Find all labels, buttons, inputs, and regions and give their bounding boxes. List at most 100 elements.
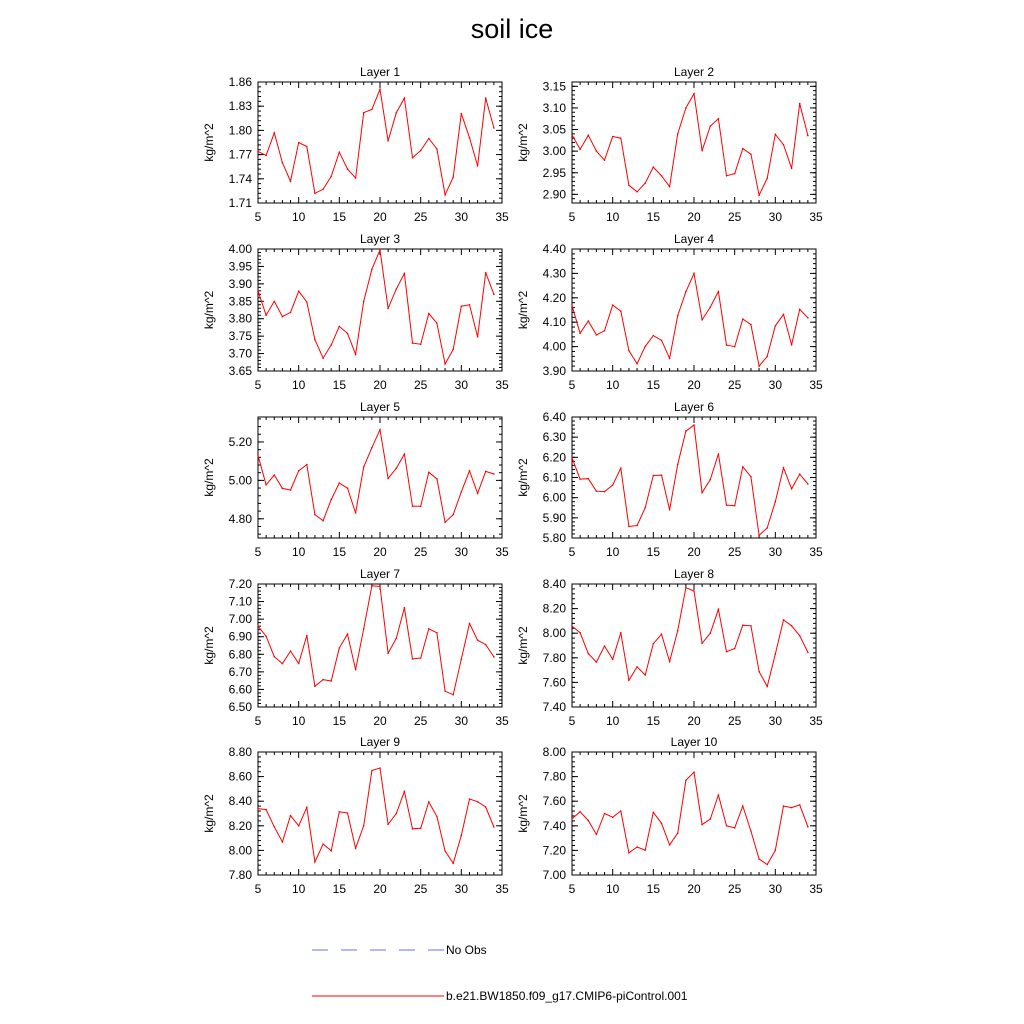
data-point bbox=[579, 332, 581, 335]
x-tick-label: 10 bbox=[606, 882, 620, 896]
data-point bbox=[493, 293, 495, 296]
data-point bbox=[725, 650, 728, 653]
panel-title: Layer 5 bbox=[360, 400, 400, 414]
y-tick-label: 8.40 bbox=[229, 794, 253, 808]
y-tick-label: 1.83 bbox=[229, 99, 253, 113]
data-point bbox=[387, 823, 389, 826]
x-tick-label: 35 bbox=[809, 714, 823, 728]
data-point bbox=[379, 88, 381, 91]
data-point bbox=[628, 349, 630, 352]
data-point bbox=[338, 325, 341, 328]
data-point bbox=[774, 133, 777, 136]
data-point bbox=[782, 467, 785, 469]
data-point bbox=[668, 509, 671, 511]
y-axis-label: kg/m^2 bbox=[202, 291, 216, 330]
data-point bbox=[620, 631, 622, 634]
data-point bbox=[460, 112, 463, 115]
data-point bbox=[709, 306, 712, 308]
data-point bbox=[701, 642, 703, 645]
data-point bbox=[387, 140, 389, 142]
data-point bbox=[595, 833, 598, 836]
data-point bbox=[782, 313, 785, 316]
data-point bbox=[322, 843, 324, 845]
data-point bbox=[782, 143, 785, 146]
y-axis-label: kg/m^2 bbox=[202, 626, 216, 665]
data-point bbox=[709, 632, 712, 634]
y-tick-label: 4.00 bbox=[543, 340, 567, 354]
data-point bbox=[444, 521, 446, 524]
y-tick-label: 8.00 bbox=[229, 843, 253, 857]
x-tick-label: 30 bbox=[769, 210, 783, 224]
data-point bbox=[676, 832, 679, 834]
panel-title: Layer 2 bbox=[674, 65, 714, 79]
data-point bbox=[403, 790, 406, 793]
data-point bbox=[685, 290, 687, 293]
y-tick-label: 3.65 bbox=[229, 364, 253, 378]
x-tick-label: 5 bbox=[255, 210, 262, 224]
y-tick-label: 5.80 bbox=[543, 531, 567, 545]
data-point bbox=[725, 825, 728, 827]
x-tick-label: 15 bbox=[647, 714, 661, 728]
data-point bbox=[644, 674, 646, 676]
data-point bbox=[758, 194, 760, 196]
data-point bbox=[628, 852, 630, 854]
data-point bbox=[595, 490, 598, 493]
data-point bbox=[452, 348, 455, 351]
data-point bbox=[628, 525, 630, 528]
data-point bbox=[636, 666, 638, 668]
y-tick-label: 7.20 bbox=[229, 577, 253, 591]
data-point bbox=[484, 470, 487, 473]
data-point bbox=[371, 585, 373, 587]
data-point bbox=[717, 608, 720, 611]
figure-title: soil ice bbox=[470, 14, 554, 44]
data-point bbox=[603, 490, 606, 493]
data-point bbox=[668, 185, 671, 188]
x-tick-label: 15 bbox=[647, 378, 661, 392]
y-axis-label: kg/m^2 bbox=[516, 626, 530, 665]
data-point bbox=[314, 685, 316, 688]
y-tick-label: 1.86 bbox=[229, 75, 253, 89]
plot-frame bbox=[257, 248, 503, 372]
data-point bbox=[281, 841, 284, 843]
data-point bbox=[468, 136, 471, 139]
data-point bbox=[652, 642, 655, 645]
data-point bbox=[379, 585, 381, 588]
data-point bbox=[758, 858, 760, 860]
data-point bbox=[484, 643, 487, 646]
data-point bbox=[603, 329, 606, 332]
panel-layer-5: Layer 5 5 10 15 20 25 30 35 4.80 5.00 5.20 kg/m^2 bbox=[202, 400, 509, 559]
y-tick-label: 3.90 bbox=[229, 277, 253, 291]
data-point bbox=[257, 150, 259, 153]
data-point bbox=[428, 628, 430, 630]
data-point bbox=[774, 653, 777, 655]
data-point bbox=[620, 810, 622, 812]
data-point bbox=[265, 154, 267, 157]
data-point bbox=[436, 632, 438, 634]
data-point bbox=[338, 151, 341, 153]
data-point bbox=[579, 810, 581, 813]
data-point bbox=[297, 662, 300, 665]
series-line bbox=[257, 248, 495, 366]
data-point bbox=[289, 650, 292, 652]
y-axis-label: kg/m^2 bbox=[202, 123, 216, 162]
plot-frame bbox=[257, 81, 503, 204]
data-point bbox=[636, 524, 638, 527]
data-point bbox=[620, 467, 622, 470]
y-tick-label: 7.80 bbox=[543, 770, 567, 784]
data-point bbox=[354, 512, 357, 514]
panel-layer-10: Layer 10 5 10 15 20 25 30 35 7.00 7.20 7.40 7.60 7.8… bbox=[516, 735, 823, 896]
plot-frame bbox=[571, 751, 817, 876]
x-tick-label: 5 bbox=[569, 545, 576, 559]
data-point bbox=[289, 311, 292, 314]
data-point bbox=[452, 513, 455, 516]
data-point bbox=[611, 658, 614, 661]
x-tick-label: 30 bbox=[455, 545, 469, 559]
x-tick-label: 30 bbox=[455, 882, 469, 896]
data-point bbox=[766, 355, 768, 358]
data-point bbox=[330, 680, 333, 682]
x-tick-label: 20 bbox=[373, 882, 387, 896]
data-point bbox=[322, 357, 324, 359]
data-point bbox=[362, 466, 365, 468]
y-tick-label: 3.95 bbox=[229, 259, 253, 273]
x-tick-label: 30 bbox=[769, 882, 783, 896]
